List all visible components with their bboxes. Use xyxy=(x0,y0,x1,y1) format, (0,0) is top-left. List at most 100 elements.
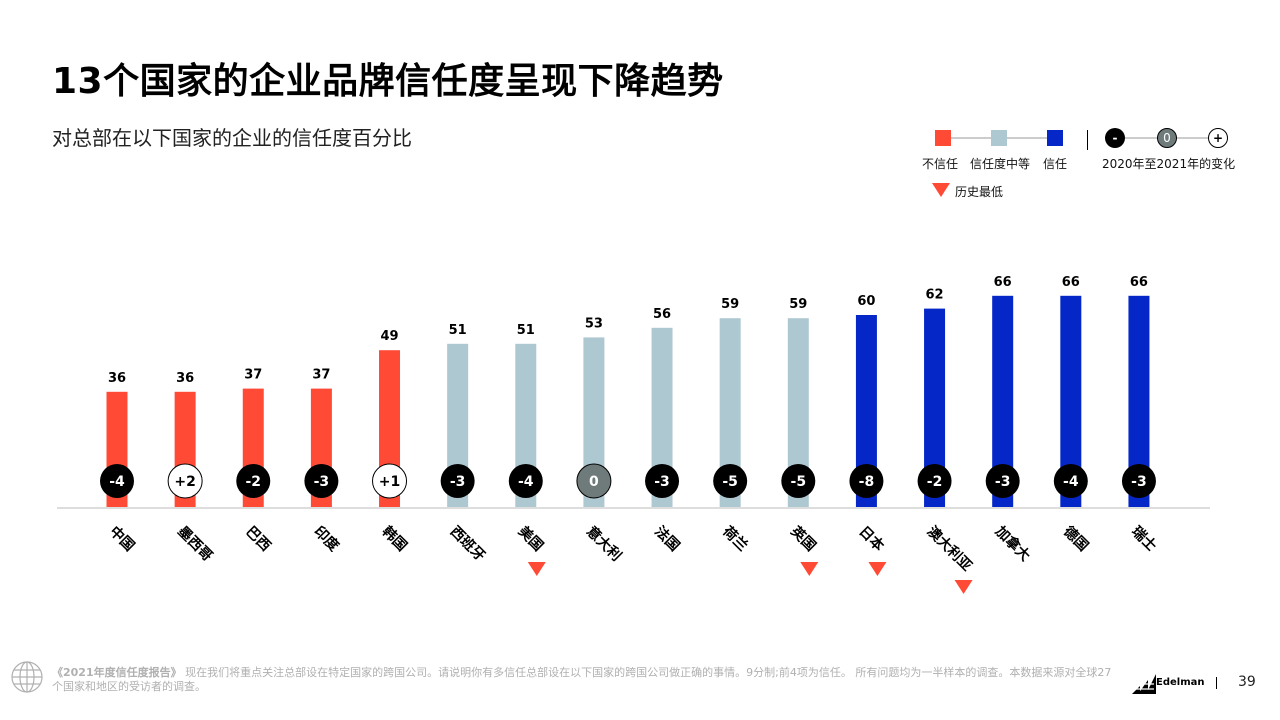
change-label-11: -8 xyxy=(859,474,875,490)
bar-13 xyxy=(992,295,1014,507)
value-label-11: 60 xyxy=(857,294,875,309)
category-label-11: 日本 xyxy=(856,523,889,556)
category-label-0: 中国 xyxy=(106,523,138,555)
value-label-10: 59 xyxy=(789,297,807,312)
change-circle-9 xyxy=(713,464,748,498)
value-label-2: 37 xyxy=(244,368,262,383)
change-label-5: -3 xyxy=(450,474,466,490)
page-number: 39 xyxy=(1238,674,1256,690)
history-low-marker-10 xyxy=(800,562,819,576)
value-label-12: 62 xyxy=(926,288,944,303)
change-circle-10 xyxy=(781,464,816,498)
bar-11 xyxy=(855,315,877,507)
category-label-7: 意大利 xyxy=(583,523,625,565)
change-label-2: -2 xyxy=(245,474,261,490)
change-label-1: +2 xyxy=(174,474,195,490)
history-low-marker-12 xyxy=(954,580,973,594)
change-label-8: -3 xyxy=(654,474,670,490)
bar-14 xyxy=(1060,295,1082,507)
category-label-12: 澳大利亚 xyxy=(924,523,976,575)
bar-10 xyxy=(787,318,809,507)
change-circle-12 xyxy=(917,464,952,498)
footer-note: 《2021年度信任度报告》 现在我们将重点关注总部设在特定国家的跨国公司。请说明… xyxy=(52,666,1120,694)
change-circle-7 xyxy=(576,463,612,499)
brand-name: Edelman xyxy=(1156,677,1205,688)
legend-trust-swatch xyxy=(1047,130,1063,146)
value-label-5: 51 xyxy=(449,323,467,338)
value-label-13: 66 xyxy=(994,275,1012,290)
category-label-9: 荷兰 xyxy=(719,522,752,555)
page-separator xyxy=(1216,677,1217,689)
page-subtitle: 对总部在以下国家的企业的信任度百分比 xyxy=(52,126,412,150)
change-label-3: -3 xyxy=(314,474,330,490)
change-label-10: -5 xyxy=(791,474,807,490)
page-title: 13个国家的企业品牌信任度呈现下降趋势 xyxy=(52,61,724,102)
legend-trust-label: 信任 xyxy=(1043,157,1068,171)
legend-change-minus: - xyxy=(1105,128,1125,148)
category-label-1: 墨西哥 xyxy=(174,524,215,565)
category-label-5: 西班牙 xyxy=(447,523,489,565)
legend-change-label: 2020年至2021年的变化 xyxy=(1102,157,1236,171)
change-label-15: -3 xyxy=(1131,474,1147,490)
bar-8 xyxy=(651,327,673,507)
change-circle-5 xyxy=(440,464,475,498)
history-low-marker-6 xyxy=(527,562,546,576)
change-circle-8 xyxy=(645,464,680,498)
change-label-0: -4 xyxy=(109,474,125,490)
value-label-8: 56 xyxy=(653,307,671,322)
change-label-9: -5 xyxy=(722,474,738,490)
legend-neutral-label: 信任度中等 xyxy=(970,157,1031,171)
category-label-13: 加拿大 xyxy=(991,522,1033,564)
value-label-4: 49 xyxy=(380,329,398,344)
legend-history-low-label: 历史最低 xyxy=(955,185,1004,199)
change-label-4: +1 xyxy=(379,474,400,490)
value-label-7: 53 xyxy=(585,316,603,331)
category-label-8: 法国 xyxy=(651,523,683,555)
footer-note-text: 现在我们将重点关注总部设在特定国家的跨国公司。请说明你有多信任总部设在以下国家的… xyxy=(52,666,1112,693)
category-label-2: 巴西 xyxy=(242,524,273,555)
value-label-15: 66 xyxy=(1130,275,1148,290)
legend-distrust-label: 不信任 xyxy=(922,157,959,171)
change-circle-13 xyxy=(985,464,1020,498)
value-label-14: 66 xyxy=(1062,275,1080,290)
value-label-6: 51 xyxy=(517,323,535,338)
category-label-15: 瑞士 xyxy=(1128,523,1160,555)
legend-separator xyxy=(1087,130,1088,150)
category-label-10: 英国 xyxy=(787,522,820,555)
legend-change-zero: 0 xyxy=(1157,128,1177,148)
bar-9 xyxy=(719,318,741,507)
change-circle-1 xyxy=(167,463,203,499)
change-circle-11 xyxy=(849,464,884,498)
change-circle-3 xyxy=(304,464,339,498)
change-circle-0 xyxy=(100,464,134,498)
legend-change-plus: + xyxy=(1208,128,1228,148)
value-label-1: 36 xyxy=(176,371,194,386)
change-label-12: -2 xyxy=(927,474,943,490)
change-circle-6 xyxy=(508,464,543,498)
category-label-14: 德国 xyxy=(1060,523,1092,555)
category-label-3: 印度 xyxy=(311,523,344,556)
category-label-6: 美国 xyxy=(515,523,547,555)
footer-report-name: 《2021年度信任度报告》 xyxy=(52,666,182,679)
legend: 不信任 信任度中等 信任 - 0 + 2020年至2021年的变化 历史最低 xyxy=(0,0,1280,210)
legend-history-low-marker xyxy=(932,183,950,197)
globe-icon xyxy=(11,661,43,693)
change-label-14: -4 xyxy=(1063,474,1079,490)
category-label-4: 韩国 xyxy=(379,523,411,555)
edelman-logo-icon xyxy=(1130,674,1156,694)
history-low-marker-11 xyxy=(868,562,887,576)
legend-distrust-swatch xyxy=(935,130,951,146)
change-label-7: 0 xyxy=(589,474,599,490)
change-label-6: -4 xyxy=(518,474,534,490)
bar-15 xyxy=(1128,295,1150,507)
change-circle-4 xyxy=(372,463,408,499)
change-circle-14 xyxy=(1053,464,1088,498)
legend-neutral-swatch xyxy=(991,130,1007,146)
change-circle-2 xyxy=(236,464,271,498)
bar-12 xyxy=(924,308,946,507)
trust-bar-chart: 36 -4 中国 36 +2 墨西哥 37 -2 巴西 37 -3 印度 49 +1 韩国 51 -3 西班牙 51… xyxy=(57,275,1210,594)
value-label-9: 59 xyxy=(721,297,739,312)
value-label-0: 36 xyxy=(108,371,126,386)
change-label-13: -3 xyxy=(995,474,1011,490)
change-circle-15 xyxy=(1121,464,1156,498)
